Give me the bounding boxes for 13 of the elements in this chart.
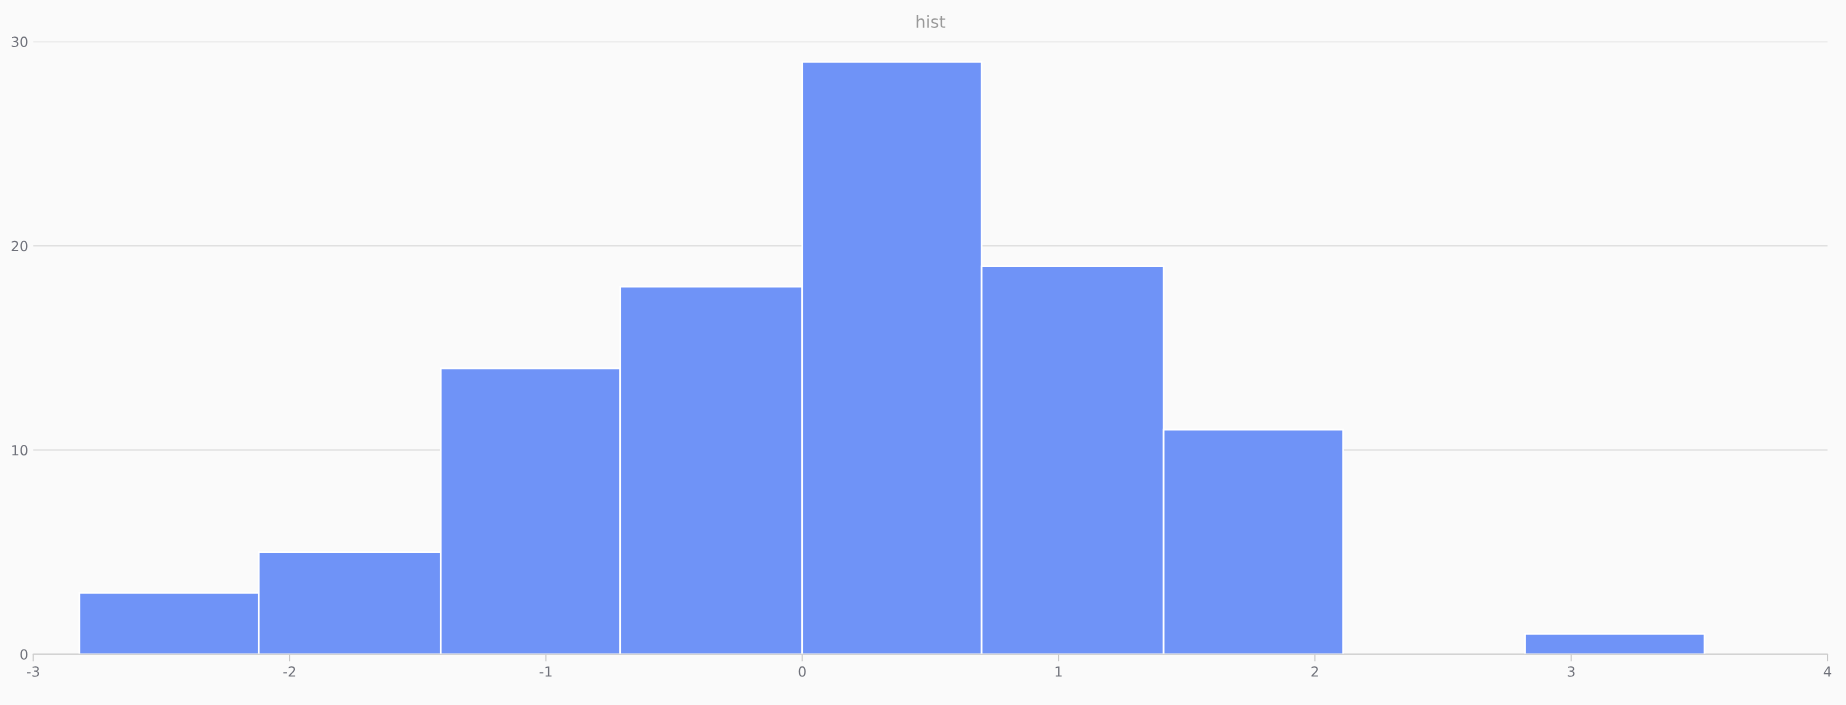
- x-tick-label: 3: [1567, 666, 1575, 677]
- x-tick-label: 1: [1055, 666, 1062, 677]
- y-tick-label: 0: [20, 649, 28, 660]
- y-tick-label: 30: [11, 36, 28, 48]
- x-tick-label: -2: [283, 666, 296, 677]
- chart-title: hist: [916, 15, 946, 28]
- y-tick-label: 20: [11, 240, 28, 252]
- x-tick-label: 0: [798, 666, 806, 677]
- x-tick-label: 4: [1823, 666, 1832, 677]
- x-tick-label: 2: [1311, 666, 1318, 677]
- y-tick-label: 10: [12, 444, 28, 456]
- x-tick-label: -1: [539, 666, 552, 677]
- x-tick-label: -3: [26, 666, 40, 677]
